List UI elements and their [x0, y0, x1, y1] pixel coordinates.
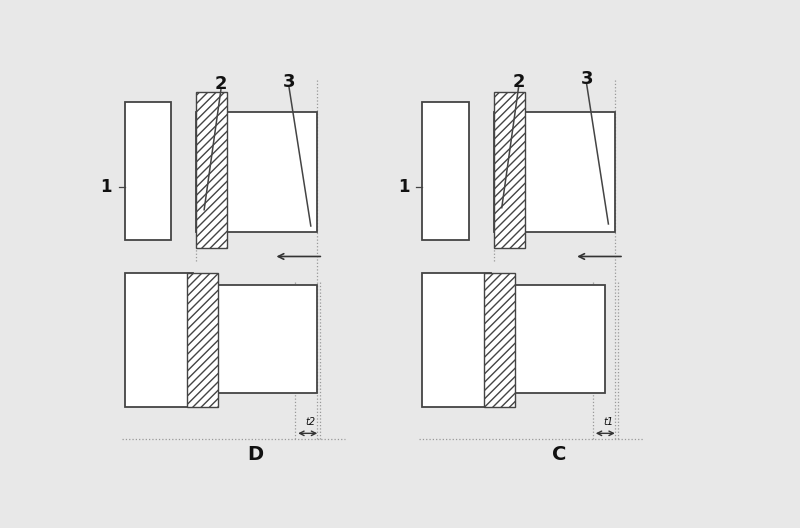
Bar [125, 102, 171, 240]
Text: 2: 2 [214, 74, 227, 93]
Bar [187, 273, 218, 407]
Text: 1: 1 [101, 178, 112, 196]
Text: 3: 3 [283, 73, 295, 91]
Bar [422, 102, 469, 240]
Bar [485, 273, 515, 407]
Text: 2: 2 [512, 73, 525, 91]
Text: t1: t1 [603, 417, 614, 427]
Text: C: C [552, 445, 566, 464]
Bar [494, 112, 614, 232]
Bar [494, 92, 525, 248]
Text: 1: 1 [398, 178, 410, 196]
Bar [125, 273, 193, 407]
Bar [485, 285, 606, 393]
Bar [196, 92, 227, 248]
Bar [422, 273, 490, 407]
Bar [196, 112, 317, 232]
Text: t2: t2 [306, 417, 316, 427]
Text: D: D [247, 445, 263, 464]
Bar [187, 285, 317, 393]
Text: 3: 3 [581, 70, 593, 88]
